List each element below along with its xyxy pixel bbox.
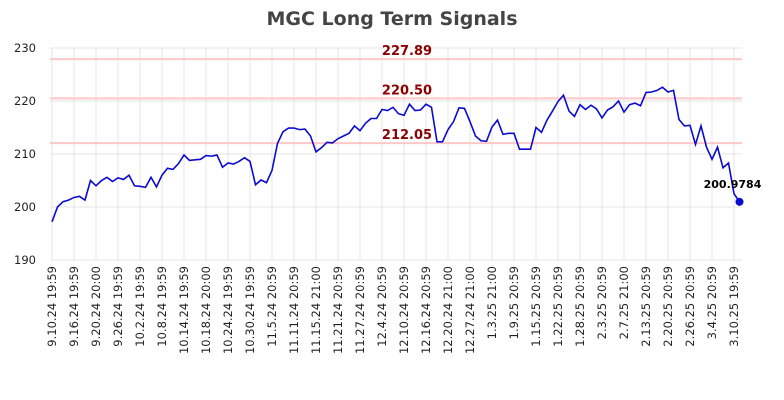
x-tick-label: 11.15.24 21:00 (309, 266, 323, 354)
x-tick-label: 11.11.24 20:59 (287, 266, 301, 354)
y-tick-label: 220 (14, 94, 36, 108)
x-tick-label: 12.4.24 20:59 (375, 266, 389, 347)
x-tick-label: 11.21.24 20:59 (331, 266, 345, 354)
x-tick-label: 9.20.24 20:00 (89, 266, 103, 347)
x-tick-label: 12.27.24 21:00 (463, 266, 477, 354)
signal-level-label: 227.89 (382, 44, 432, 59)
x-tick-label: 9.26.24 19:59 (111, 266, 125, 347)
x-tick-label: 1.9.25 20:59 (507, 266, 521, 339)
last-point (735, 197, 744, 206)
signal-level-label: 220.50 (382, 83, 432, 98)
y-tick-label: 210 (14, 147, 36, 161)
x-tick-label: 11.5.24 20:59 (265, 266, 279, 347)
y-tick-label: 230 (14, 41, 36, 55)
x-tick-label: 2.13.25 20:59 (639, 266, 653, 347)
x-tick-label: 10.2.24 19:59 (133, 266, 147, 347)
x-tick-label: 12.16.24 20:59 (419, 266, 433, 354)
x-tick-label: 2.7.25 21:00 (617, 266, 631, 339)
x-tick-label: 1.15.25 20:59 (529, 266, 543, 347)
x-tick-label: 10.14.24 19:59 (177, 266, 191, 354)
x-tick-label: 9.16.24 19:59 (67, 266, 81, 347)
x-tick-label: 11.27.24 20:59 (353, 266, 367, 354)
last-value-label: 200.9784 (704, 178, 762, 191)
x-tick-label: 1.3.25 21:00 (485, 266, 499, 339)
x-tick-label: 12.10.24 20:59 (397, 266, 411, 354)
x-tick-label: 3.4.25 20:59 (705, 266, 719, 339)
x-tick-label: 10.8.24 19:59 (155, 266, 169, 347)
x-tick-label: 1.22.25 20:59 (551, 266, 565, 347)
x-tick-label: 9.10.24 19:59 (45, 266, 59, 347)
chart-title: MGC Long Term Signals (266, 8, 517, 30)
x-tick-label: 2.26.25 20:59 (683, 266, 697, 347)
x-tick-label: 1.28.25 20:59 (573, 266, 587, 347)
x-tick-label: 2.20.25 20:59 (661, 266, 675, 347)
y-tick-label: 190 (14, 253, 36, 267)
x-tick-label: 3.10.25 19:59 (727, 266, 741, 347)
signal-level-label: 212.05 (382, 128, 432, 143)
x-tick-label: 10.30.24 19:59 (243, 266, 257, 354)
x-tick-label: 10.18.24 20:00 (199, 266, 213, 354)
price-line (51, 86, 741, 223)
x-tick-label: 12.20.24 21:00 (441, 266, 455, 354)
x-tick-label: 10.24.24 19:59 (221, 266, 235, 354)
x-tick-label: 2.3.25 20:59 (595, 266, 609, 339)
y-tick-label: 200 (14, 200, 36, 214)
